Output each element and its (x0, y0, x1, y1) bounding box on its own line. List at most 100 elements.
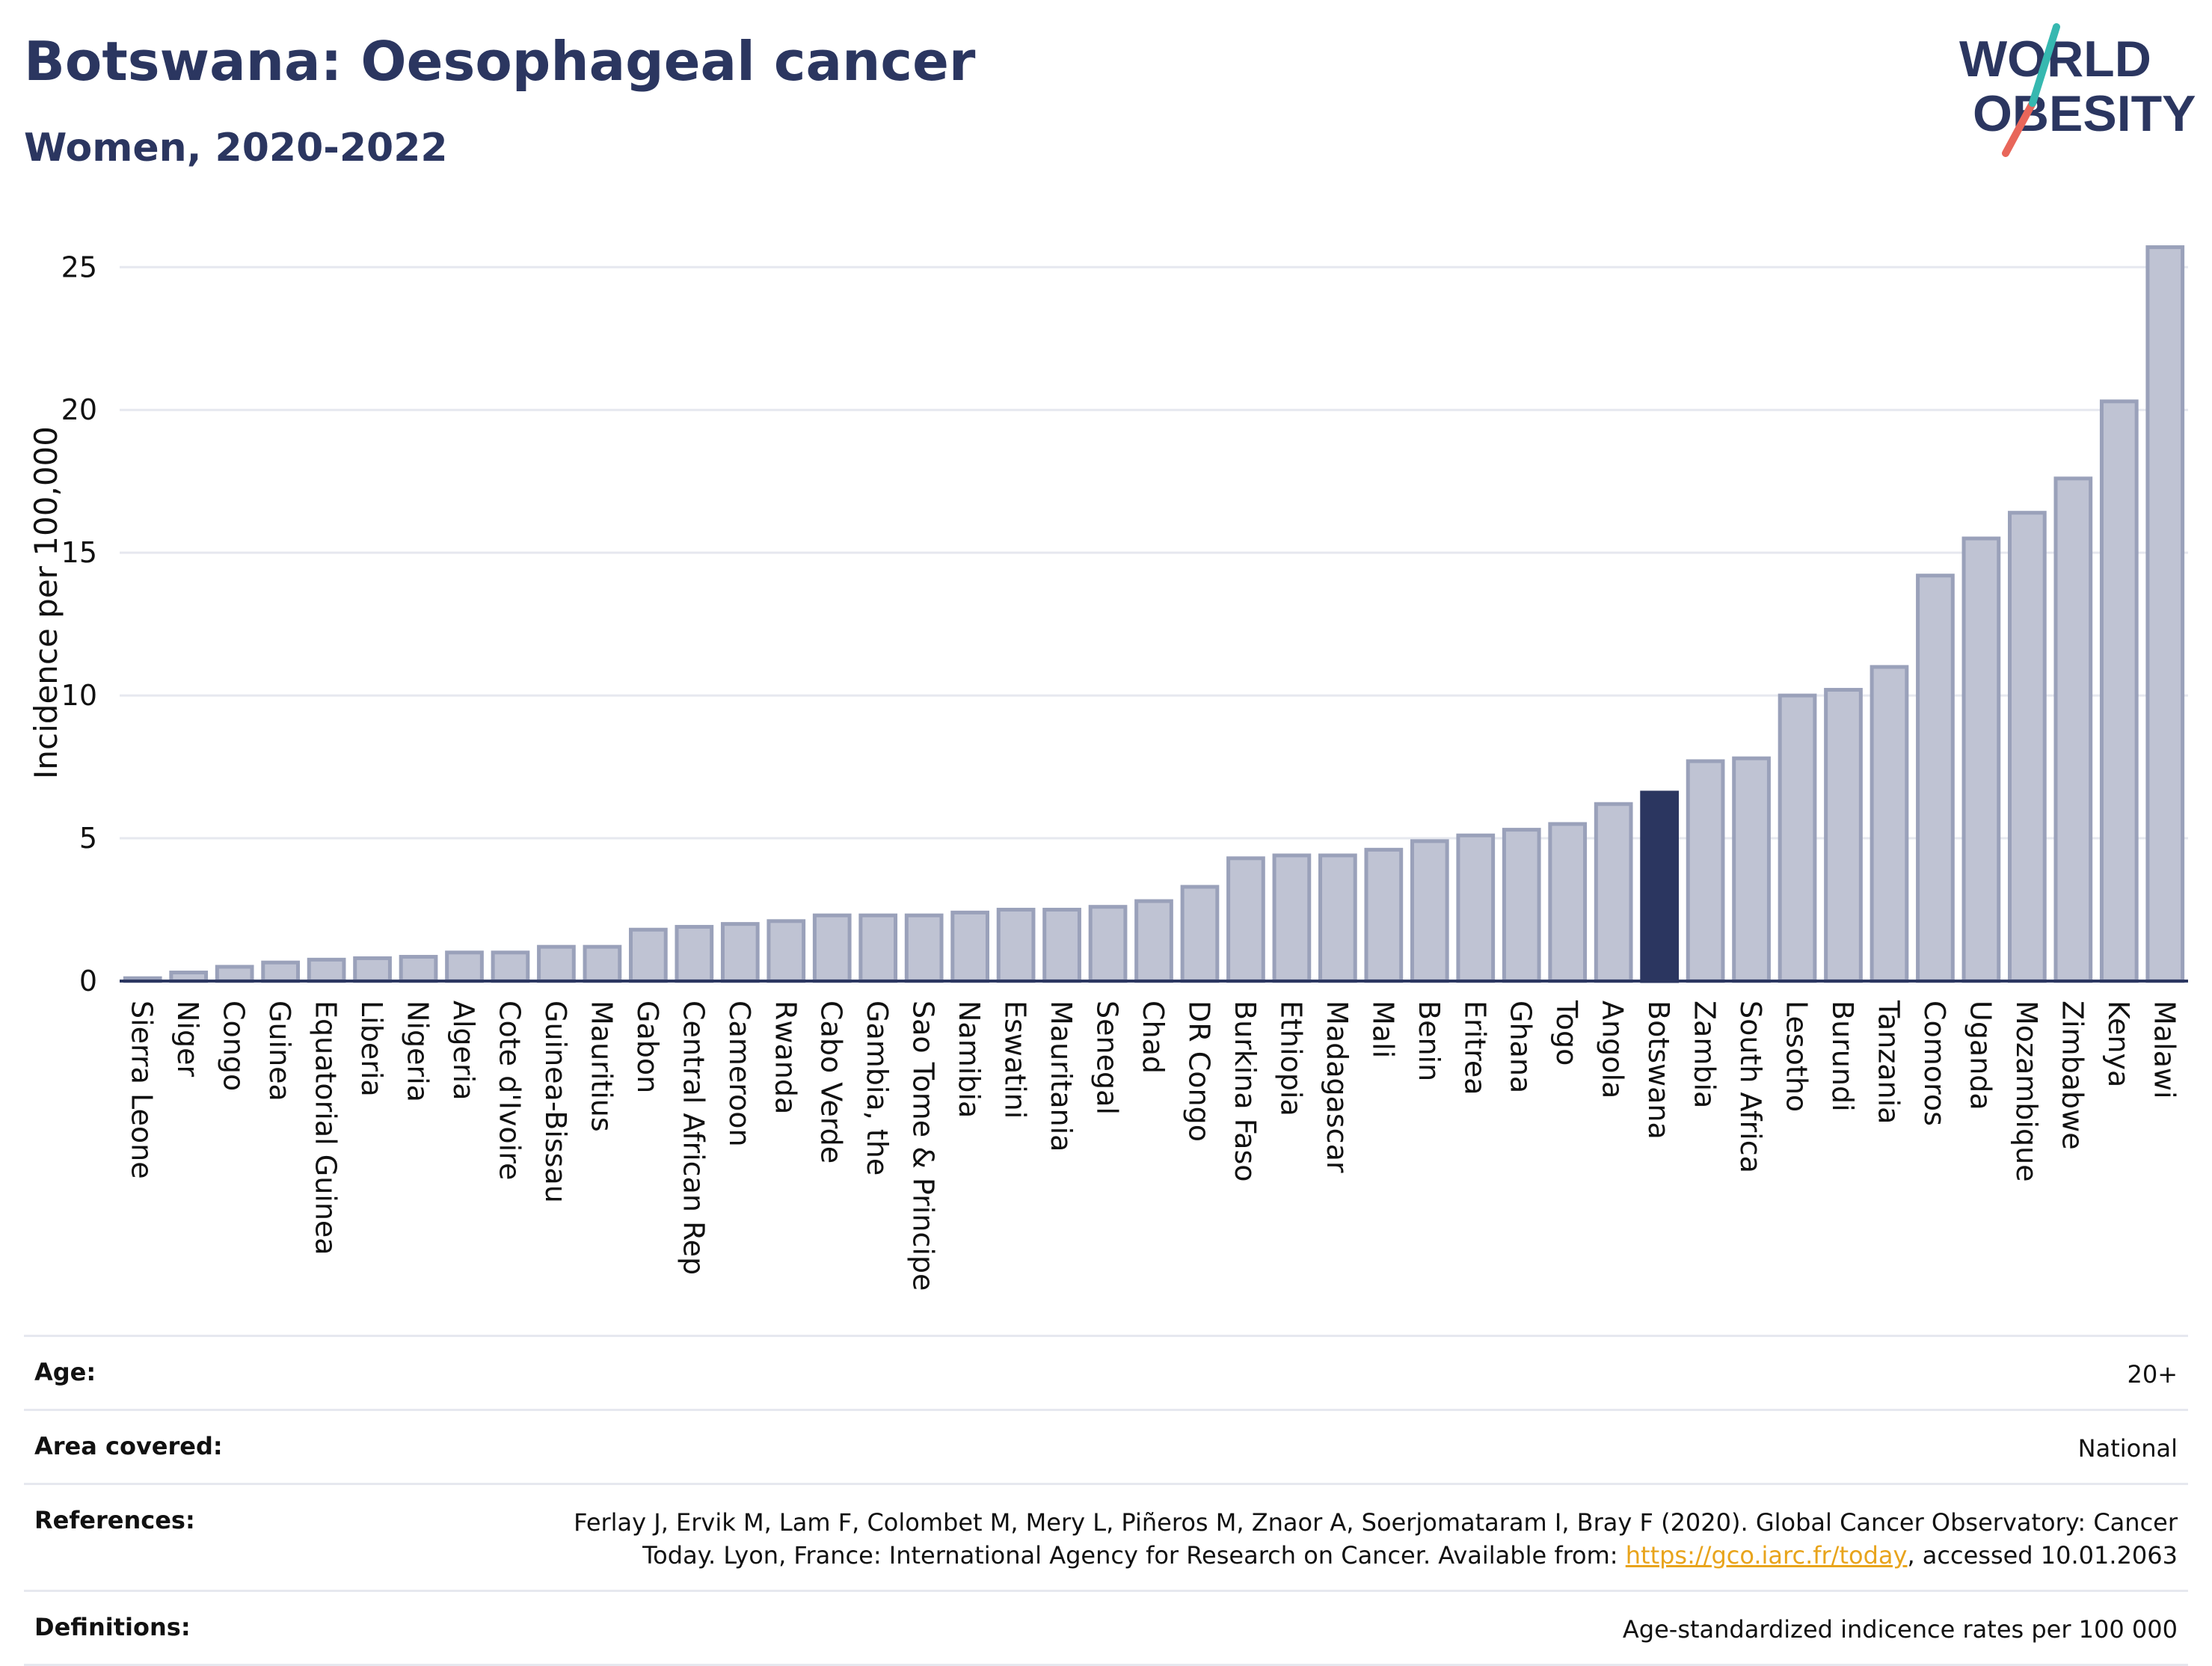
bar (1180, 885, 1220, 983)
bar (675, 924, 714, 983)
bar-chart: 0 5 10 15 20 25 Incidence per 100,000 Sierra Le… (28, 245, 2188, 1291)
bar (307, 957, 346, 983)
x-tick-label: Comoros (1918, 1000, 1951, 1126)
bar (353, 956, 392, 983)
bar (2099, 399, 2139, 983)
bar (1686, 759, 1725, 983)
bar (996, 908, 1036, 983)
x-tick-label: Mali (1366, 1000, 1399, 1058)
x-tick-label: Cabo Verde (815, 1000, 848, 1164)
x-tick-label: Tanzania (1872, 1000, 1905, 1124)
x-tick-label: Central African Rep (677, 1000, 710, 1275)
y-tick-label: 5 (79, 822, 97, 855)
x-tick-label: Cameroon (723, 1000, 756, 1147)
footer-row-age: Age: 20+ (24, 1335, 2188, 1409)
x-tick-label: Senegal (1091, 1000, 1124, 1115)
x-tick-label: Gabon (631, 1000, 664, 1093)
x-tick-label: Burundi (1826, 1000, 1859, 1112)
bar (950, 910, 989, 983)
bar (1364, 847, 1404, 983)
x-tick-label: Ghana (1505, 1000, 1537, 1093)
bar (1042, 908, 1081, 983)
x-tick-label: Congo (218, 1000, 251, 1091)
x-tick-label: Eswatini (999, 1000, 1032, 1119)
bar (812, 913, 852, 983)
bar (215, 965, 254, 983)
x-tick-label: Uganda (1964, 1000, 1997, 1110)
x-tick-label: Cote d'Ivoire (493, 1000, 526, 1180)
x-tick-label: Guinea-Bissau (539, 1000, 572, 1203)
bar (1226, 856, 1265, 983)
logo-slash-teal (2029, 23, 2060, 107)
x-tick-label: Rwanda (769, 1000, 802, 1114)
x-tick-label: Kenya (2102, 1000, 2135, 1087)
x-tick-label: Ethiopia (1274, 1000, 1307, 1116)
x-tick-label: Angola (1597, 1000, 1629, 1098)
bar (399, 955, 438, 983)
bar (491, 950, 530, 983)
references-line-2-pre: Today. Lyon, France: International Agenc… (642, 1541, 1626, 1570)
logo-word-obesity: OBESITY (1973, 85, 2196, 142)
bar (858, 913, 898, 983)
bar (1456, 833, 1496, 983)
x-tick-label: Madagascar (1321, 1000, 1354, 1173)
y-tick-label: 0 (79, 965, 97, 998)
definitions-value: Age-standardized indicence rates per 100… (1622, 1615, 2178, 1644)
x-tick-label: Lesotho (1781, 1000, 1813, 1112)
age-label: Age: (34, 1358, 96, 1386)
logo-slash-red (2002, 99, 2036, 157)
bar (261, 960, 300, 983)
bar (1732, 756, 1771, 983)
bar (904, 913, 944, 983)
bar (1502, 828, 1541, 983)
area-value: National (2077, 1434, 2178, 1463)
y-tick-label: 20 (61, 393, 97, 426)
x-tick-label: Mauritius (585, 1000, 618, 1132)
x-tick-label: South Africa (1734, 1000, 1767, 1173)
bar (2053, 476, 2093, 983)
y-axis-title: Incidence per 100,000 (28, 426, 64, 779)
bar (2008, 511, 2047, 983)
bar (629, 927, 668, 983)
references-value: Ferlay J, Ervik M, Lam F, Colombet M, Me… (574, 1506, 2178, 1572)
bar (1410, 839, 1449, 983)
x-tick-label: Sierra Leone (126, 1000, 159, 1179)
bar (1088, 905, 1128, 983)
bar (583, 944, 622, 983)
references-line-2: Today. Lyon, France: International Agenc… (574, 1539, 2178, 1572)
bar (1272, 853, 1312, 983)
y-tick-label: 10 (61, 679, 97, 712)
x-tick-label: Zimbabwe (2056, 1000, 2089, 1150)
age-value: 20+ (2127, 1360, 2178, 1389)
x-tick-label: Namibia (953, 1000, 986, 1118)
x-tick-label: Equatorial Guinea (310, 1000, 342, 1255)
bar (1778, 693, 1817, 983)
x-tick-label: Guinea (263, 1000, 296, 1101)
area-label: Area covered: (34, 1432, 223, 1460)
x-tick-label: DR Congo (1182, 1000, 1215, 1142)
bar (1640, 790, 1679, 983)
references-line-1: Ferlay J, Ervik M, Lam F, Colombet M, Me… (574, 1508, 2178, 1537)
x-tick-label: Benin (1413, 1000, 1446, 1081)
footer-row-area: Area covered: National (24, 1409, 2188, 1483)
world-obesity-logo: WORLD OBESITY (1959, 23, 2196, 157)
x-tick-label: Niger (171, 1000, 204, 1077)
bar (445, 950, 484, 983)
page-subtitle: Women, 2020-2022 (24, 126, 448, 170)
y-tick-label: 15 (61, 536, 97, 569)
x-tick-label: Chad (1137, 1000, 1170, 1074)
x-tick-label: Burkina Faso (1229, 1000, 1262, 1182)
y-tick-label: 25 (61, 250, 97, 283)
bar (766, 919, 806, 983)
x-tick-label: Nigeria (402, 1000, 434, 1102)
bar (1594, 802, 1633, 983)
footer-row-references: References: Ferlay J, Ervik M, Lam F, Co… (24, 1483, 2188, 1590)
x-tick-label: Gambia, the (861, 1000, 894, 1175)
bar (1824, 687, 1863, 983)
x-tick-label: Mozambique (2010, 1000, 2043, 1182)
footer-table: Age: 20+ Area covered: National Referenc… (24, 1335, 2188, 1666)
definitions-label: Definitions: (34, 1613, 191, 1641)
references-link[interactable]: https://gco.iarc.fr/today (1625, 1541, 1908, 1570)
bar (1870, 665, 1909, 983)
x-tick-label: Malawi (2148, 1000, 2181, 1099)
